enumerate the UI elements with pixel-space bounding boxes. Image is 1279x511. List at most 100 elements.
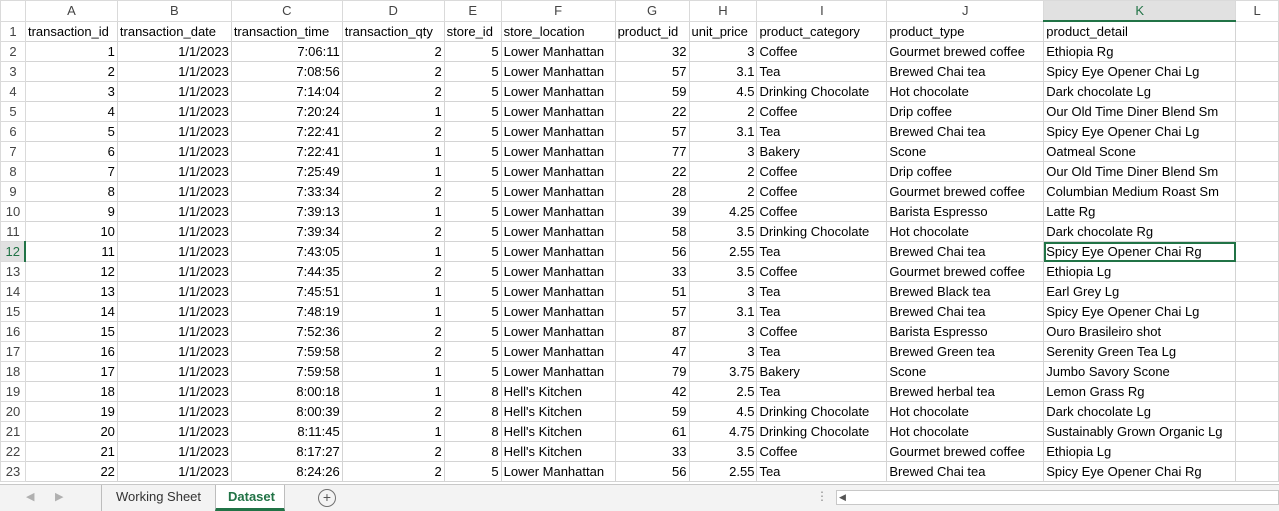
data-cell[interactable]: 8 xyxy=(443,421,502,442)
column-header[interactable]: A xyxy=(24,0,118,22)
data-cell[interactable] xyxy=(1235,441,1279,462)
data-cell[interactable]: Lower Manhattan xyxy=(500,361,616,382)
scroll-left-icon[interactable]: ◀ xyxy=(839,492,846,502)
data-cell[interactable]: Hot chocolate xyxy=(886,81,1045,102)
data-cell[interactable]: 16 xyxy=(24,341,118,362)
data-cell[interactable]: Coffee xyxy=(756,441,888,462)
next-sheet-icon[interactable]: ▶ xyxy=(55,491,64,503)
column-header[interactable]: L xyxy=(1235,0,1279,22)
row-header[interactable]: 3 xyxy=(0,61,26,82)
data-cell[interactable]: Spicy Eye Opener Chai Lg xyxy=(1043,121,1237,142)
data-cell[interactable] xyxy=(1235,201,1279,222)
data-cell[interactable]: 3.5 xyxy=(688,261,758,282)
data-cell[interactable]: 3.5 xyxy=(688,441,758,462)
data-cell[interactable] xyxy=(1235,361,1279,382)
header-cell[interactable]: store_location xyxy=(500,20,616,42)
data-cell[interactable]: 5 xyxy=(443,41,502,62)
data-cell[interactable]: 7:44:35 xyxy=(230,261,343,282)
data-cell[interactable]: 3 xyxy=(24,81,118,102)
data-cell[interactable]: 5 xyxy=(443,321,502,342)
tab-working-sheet[interactable]: Working Sheet xyxy=(101,485,215,511)
data-cell[interactable]: Tea xyxy=(756,61,888,82)
data-cell[interactable]: 4.75 xyxy=(688,421,758,442)
data-cell[interactable]: Lower Manhattan xyxy=(500,281,616,302)
data-cell[interactable]: Lower Manhattan xyxy=(500,181,616,202)
data-cell[interactable]: 1/1/2023 xyxy=(116,401,232,422)
data-cell[interactable]: Drinking Chocolate xyxy=(756,81,888,102)
data-cell[interactable] xyxy=(1235,241,1279,262)
data-cell[interactable]: 1/1/2023 xyxy=(116,301,232,322)
data-cell[interactable]: Earl Grey Lg xyxy=(1043,281,1237,302)
data-cell[interactable]: 5 xyxy=(443,81,502,102)
row-header[interactable]: 20 xyxy=(0,401,26,422)
data-cell[interactable]: Ethiopia Lg xyxy=(1043,261,1237,282)
data-cell[interactable]: Bakery xyxy=(756,141,888,162)
data-cell[interactable]: 1/1/2023 xyxy=(116,101,232,122)
data-cell[interactable] xyxy=(1235,41,1279,62)
data-cell[interactable]: 5 xyxy=(24,121,118,142)
row-header[interactable]: 12 xyxy=(0,241,27,262)
data-cell[interactable]: 14 xyxy=(24,301,118,322)
data-cell[interactable]: 2 xyxy=(341,321,445,342)
data-cell[interactable]: Hell's Kitchen xyxy=(500,441,616,462)
row-header[interactable]: 8 xyxy=(0,161,26,182)
data-cell[interactable]: 7:20:24 xyxy=(230,101,343,122)
data-cell[interactable]: 77 xyxy=(614,141,690,162)
data-cell[interactable]: 2 xyxy=(341,461,445,482)
data-cell[interactable]: Hot chocolate xyxy=(886,401,1045,422)
data-cell[interactable]: Coffee xyxy=(756,41,888,62)
data-cell[interactable]: 61 xyxy=(614,421,690,442)
data-cell[interactable]: 7 xyxy=(24,161,118,182)
data-cell[interactable]: Jumbo Savory Scone xyxy=(1043,361,1237,382)
data-cell[interactable]: Bakery xyxy=(756,361,888,382)
data-cell[interactable]: 3 xyxy=(688,341,758,362)
data-cell[interactable]: 15 xyxy=(24,321,118,342)
data-cell[interactable] xyxy=(1235,301,1279,322)
data-cell[interactable]: Brewed Chai tea xyxy=(886,61,1045,82)
data-cell[interactable]: 3 xyxy=(688,321,758,342)
data-cell[interactable]: 1/1/2023 xyxy=(116,421,232,442)
data-cell[interactable]: 57 xyxy=(614,61,690,82)
data-cell[interactable]: 2 xyxy=(341,221,445,242)
data-cell[interactable]: Dark chocolate Lg xyxy=(1043,81,1237,102)
data-cell[interactable]: Lower Manhattan xyxy=(500,241,616,262)
data-cell[interactable]: 5 xyxy=(443,201,502,222)
data-cell[interactable]: 13 xyxy=(24,281,118,302)
data-cell[interactable]: 1/1/2023 xyxy=(116,461,232,482)
header-cell[interactable]: transaction_id xyxy=(24,20,118,42)
data-cell[interactable]: 5 xyxy=(443,141,502,162)
data-cell[interactable]: Lower Manhattan xyxy=(500,201,616,222)
data-cell[interactable]: Lower Manhattan xyxy=(500,81,616,102)
data-cell[interactable]: 2 xyxy=(341,441,445,462)
data-cell[interactable]: 8 xyxy=(443,401,502,422)
data-cell[interactable]: 5 xyxy=(443,61,502,82)
data-cell[interactable]: 5 xyxy=(443,261,502,282)
data-cell[interactable]: 56 xyxy=(614,241,690,262)
header-cell[interactable]: product_category xyxy=(756,20,888,42)
data-cell[interactable]: 2 xyxy=(24,61,118,82)
data-cell[interactable]: Spicy Eye Opener Chai Lg xyxy=(1043,301,1237,322)
data-cell[interactable]: Ouro Brasileiro shot xyxy=(1043,321,1237,342)
row-header[interactable]: 13 xyxy=(0,261,26,282)
data-cell[interactable]: 8:11:45 xyxy=(230,421,343,442)
data-cell[interactable]: 1/1/2023 xyxy=(116,281,232,302)
data-cell[interactable]: 5 xyxy=(443,161,502,182)
data-cell[interactable]: 1/1/2023 xyxy=(116,141,232,162)
data-cell[interactable]: 5 xyxy=(443,281,502,302)
data-cell[interactable] xyxy=(1235,401,1279,422)
header-cell[interactable]: unit_price xyxy=(688,20,758,42)
data-cell[interactable]: 1 xyxy=(341,301,445,322)
data-cell[interactable]: Coffee xyxy=(756,321,888,342)
row-header[interactable]: 15 xyxy=(0,301,26,322)
data-cell[interactable]: 21 xyxy=(24,441,118,462)
data-cell[interactable]: Tea xyxy=(756,301,888,322)
data-cell[interactable]: 8:17:27 xyxy=(230,441,343,462)
data-cell[interactable]: 1 xyxy=(341,141,445,162)
data-cell[interactable]: 8:24:26 xyxy=(230,461,343,482)
data-cell[interactable]: 5 xyxy=(443,181,502,202)
data-cell[interactable] xyxy=(1235,381,1279,402)
data-cell[interactable]: 1/1/2023 xyxy=(116,381,232,402)
data-cell[interactable]: 7:25:49 xyxy=(230,161,343,182)
data-cell[interactable]: Coffee xyxy=(756,101,888,122)
header-cell[interactable]: transaction_qty xyxy=(341,20,445,42)
